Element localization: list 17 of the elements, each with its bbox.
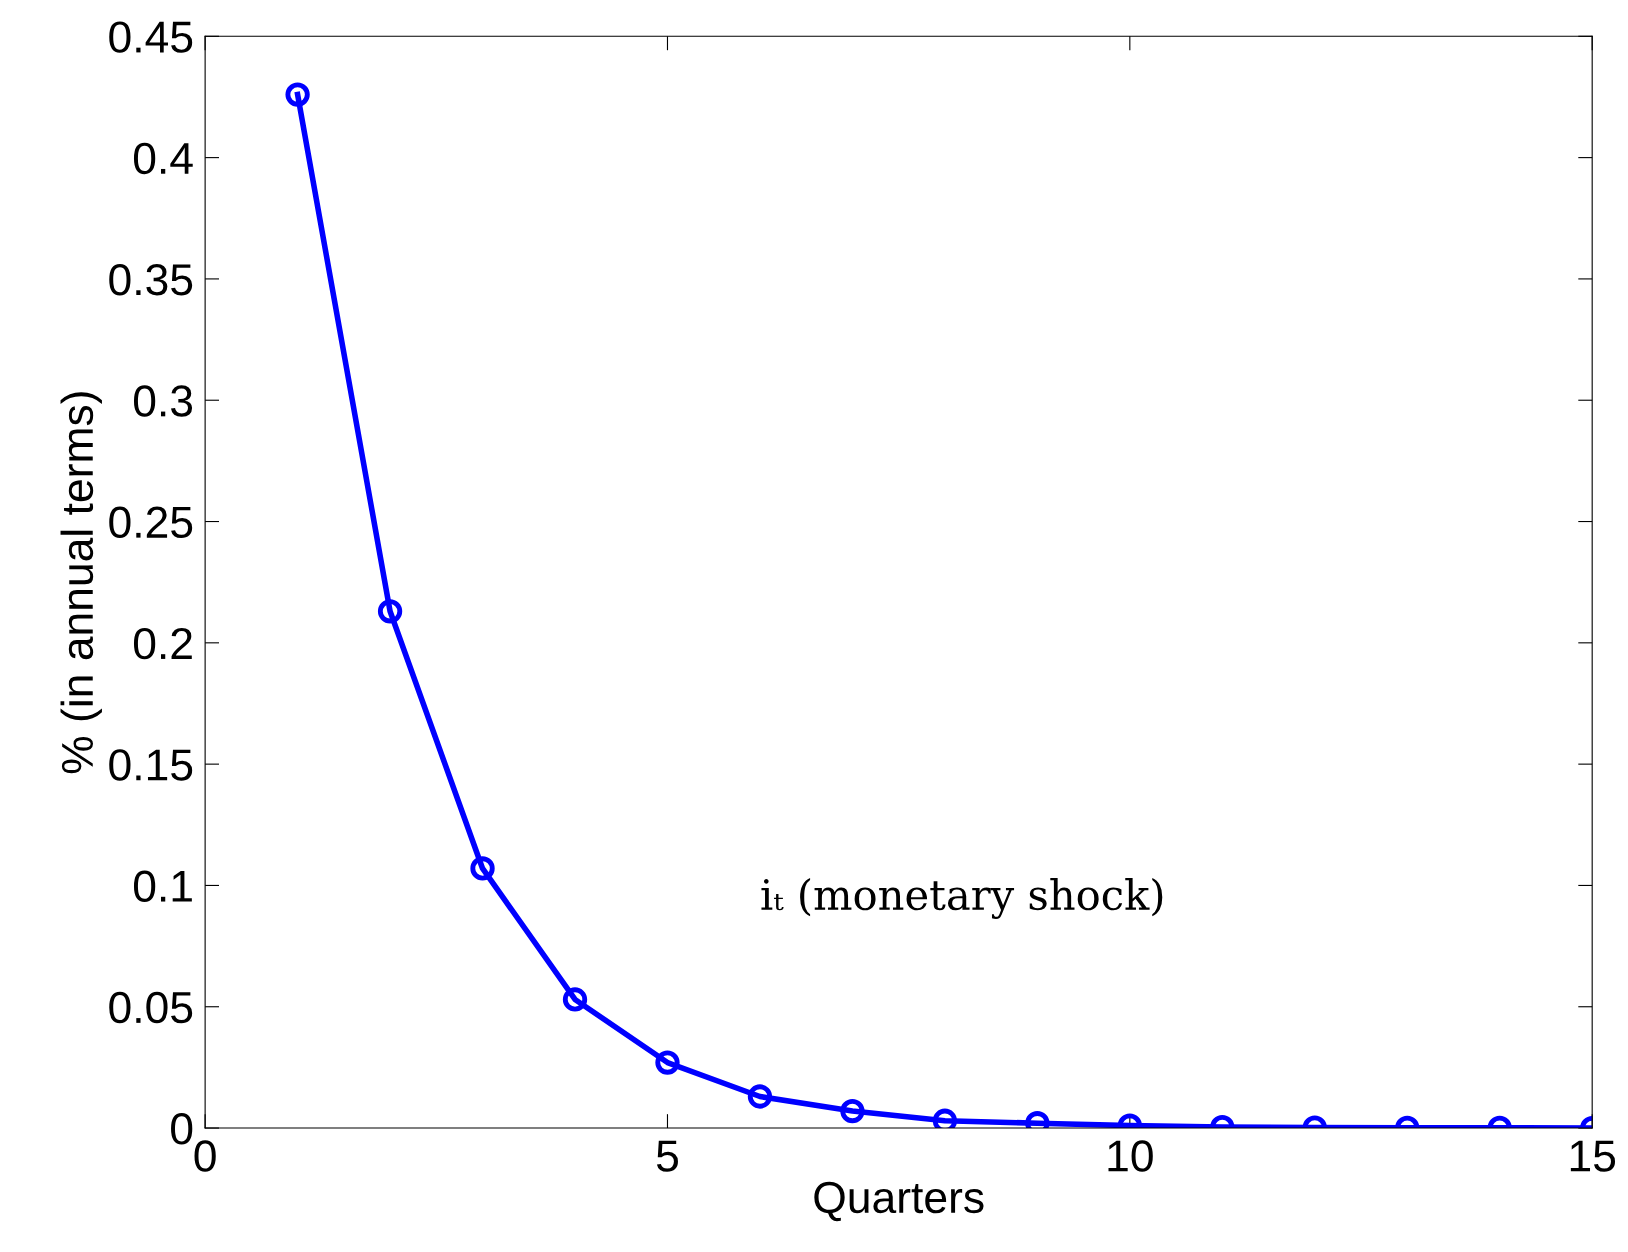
y-tick-label: 0.45 — [109, 21, 193, 53]
y-tick-label: 0.05 — [109, 991, 193, 1024]
x-tick-label: 0 — [194, 1140, 216, 1172]
y-tick-label: 0.3 — [133, 385, 193, 417]
x-tick-label: 15 — [1570, 1140, 1616, 1172]
x-axis-title: Quarters — [814, 1181, 984, 1222]
y-tick-label: 0.4 — [133, 142, 193, 175]
x-tick-label: 10 — [1108, 1140, 1153, 1172]
x-tick-label: 5 — [656, 1140, 678, 1172]
y-tick-label: 0.2 — [133, 627, 192, 660]
y-tick-label: 0.15 — [109, 749, 193, 781]
y-tick-label: 0.35 — [109, 263, 193, 296]
y-tick-label: 0 — [171, 1113, 193, 1145]
y-tick-label: 0.25 — [109, 506, 193, 539]
annotation: iₜ (monetary shock) — [761, 878, 1163, 919]
y-axis-title: % (in annual terms) — [60, 392, 102, 774]
y-tick-label: 0.1 — [133, 870, 192, 902]
